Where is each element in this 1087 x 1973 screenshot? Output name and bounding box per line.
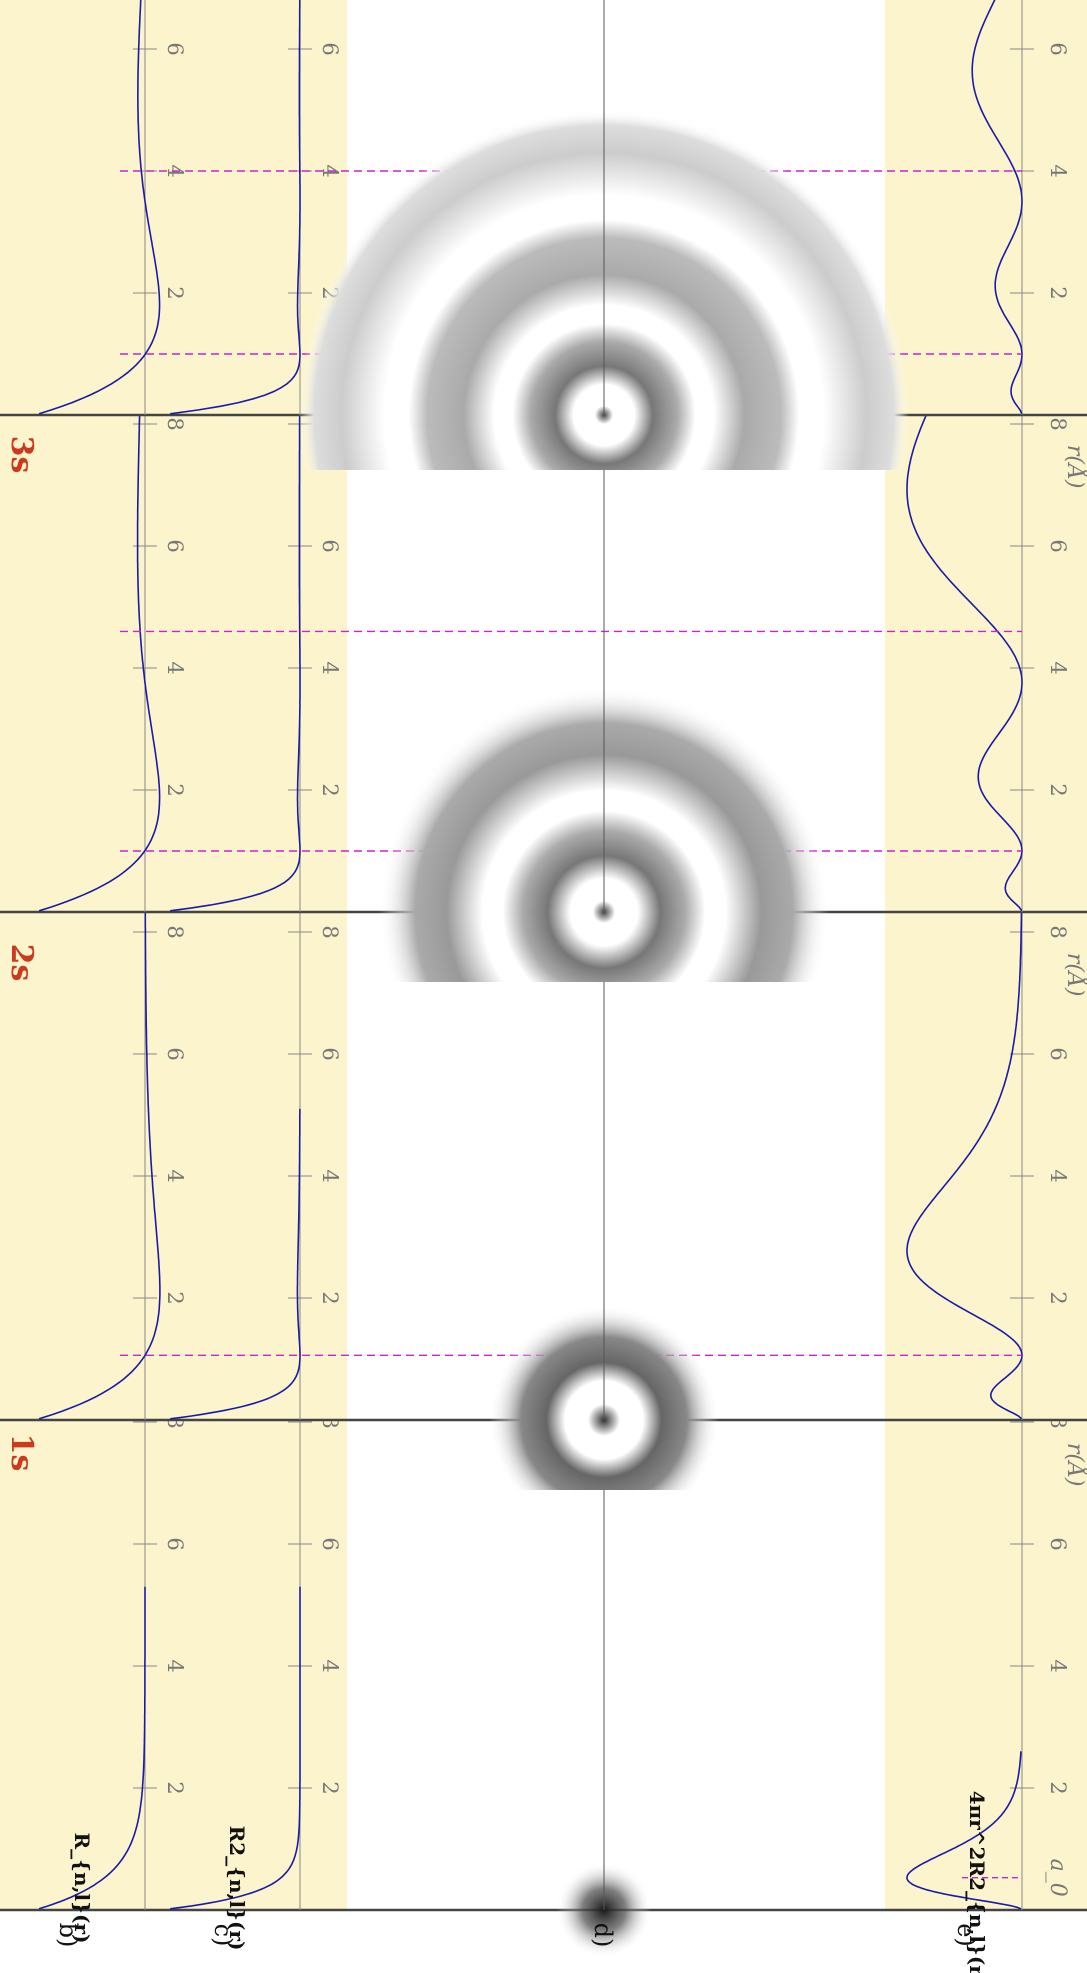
tick-label-b-2s-2: 2	[163, 1291, 187, 1304]
curve-c-4s	[170, 0, 301, 415]
tick-label-e-3s-8: 8	[1046, 417, 1070, 430]
tick-label-b-4s-2: 2	[163, 286, 187, 299]
tick-label-b-3s-4: 4	[163, 661, 187, 674]
curve-e-4s	[971, 0, 1023, 415]
tick-label-b-1s-2: 2	[163, 1781, 187, 1794]
tick-label-c-3s-4: 4	[318, 661, 342, 674]
tick-label-c-3s-2: 2	[318, 783, 342, 796]
row-label-b: b)	[54, 1923, 82, 1948]
tick-label-c-1s-4: 4	[318, 1659, 342, 1672]
tick-label-c-1s-6: 6	[318, 1537, 342, 1550]
curve-e-1s	[906, 1751, 1022, 1910]
tick-label-e-4s-6: 6	[1046, 42, 1070, 55]
tick-label-e-2s-2: 2	[1046, 1291, 1070, 1304]
tick-label-e-4s-2: 2	[1046, 286, 1070, 299]
row-label-d: d)	[589, 1923, 617, 1948]
tick-label-e-3s-4: 4	[1046, 661, 1070, 674]
tick-label-e-3s-2: 2	[1046, 783, 1070, 796]
orbital-title-2s: 2s	[4, 944, 39, 982]
tick-label-c-1s-2: 2	[318, 1781, 342, 1794]
tick-label-c-3s-6: 6	[318, 539, 342, 552]
tick-label-e-3s-6: 6	[1046, 539, 1070, 552]
tick-label-e-4s-4: 4	[1046, 164, 1070, 177]
curve-b-4s	[38, 0, 161, 415]
orbital-panel-4s: 222444666888101010121212r(Å)4s	[0, 0, 1087, 470]
tick-label-b-2s-8: 8	[163, 925, 187, 938]
x-axis-title-2s: r(Å)	[1062, 953, 1087, 997]
x-axis-title-3s: r(Å)	[1062, 445, 1087, 489]
axis-name-b: R_{n,l}(r)	[70, 1833, 94, 1944]
tick-label-e-2s-6: 6	[1046, 1047, 1070, 1060]
tick-label-b-3s-6: 6	[163, 539, 187, 552]
row-labels: b) c) d) e) R_{n,l}(r) R2_{n,l}(r) 4πr^2…	[54, 1791, 989, 1973]
row-label-c: c)	[209, 1924, 237, 1947]
tick-label-c-2s-8: 8	[318, 925, 342, 938]
tick-label-e-1s-4: 4	[1046, 1659, 1070, 1672]
tick-label-b-4s-6: 6	[163, 42, 187, 55]
x-axis-title-1s: r(Å)	[1062, 1443, 1087, 1487]
panel-bg-bc-4s	[0, 0, 347, 415]
tick-label-b-3s-8: 8	[163, 417, 187, 430]
tick-label-b-2s-4: 4	[163, 1169, 187, 1182]
row-label-e: e)	[952, 1923, 980, 1947]
tick-label-c-4s-6: 6	[318, 42, 342, 55]
axis-name-e: 4πr^2R2_{n,l}(r)	[965, 1791, 989, 1973]
curve-b-1s	[38, 1586, 146, 1910]
curve-e-2s	[906, 816, 1023, 1420]
axis-name-c: R2_{n,l}(r)	[225, 1826, 249, 1951]
tick-label-c-2s-2: 2	[318, 1291, 342, 1304]
tick-label-e-1s-6: 6	[1046, 1537, 1070, 1550]
a0-label: a_0	[1045, 1859, 1070, 1897]
tick-label-b-3s-2: 2	[163, 783, 187, 796]
tick-label-c-2s-4: 4	[318, 1169, 342, 1182]
tick-label-b-1s-4: 4	[163, 1659, 187, 1672]
curve-c-2s	[170, 1108, 301, 1420]
tick-label-e-1s-2: 2	[1046, 1781, 1070, 1794]
tick-label-b-2s-6: 6	[163, 1047, 187, 1060]
tick-label-c-2s-6: 6	[318, 1047, 342, 1060]
orbital-title-3s: 3s	[4, 436, 39, 474]
panel-bg-e-4s	[885, 0, 1087, 415]
orbital-title-1s: 1s	[4, 1434, 39, 1472]
tick-label-b-1s-6: 6	[163, 1537, 187, 1550]
curve-c-1s	[170, 1586, 301, 1910]
tick-label-e-2s-8: 8	[1046, 925, 1070, 938]
tick-label-e-2s-4: 4	[1046, 1169, 1070, 1182]
